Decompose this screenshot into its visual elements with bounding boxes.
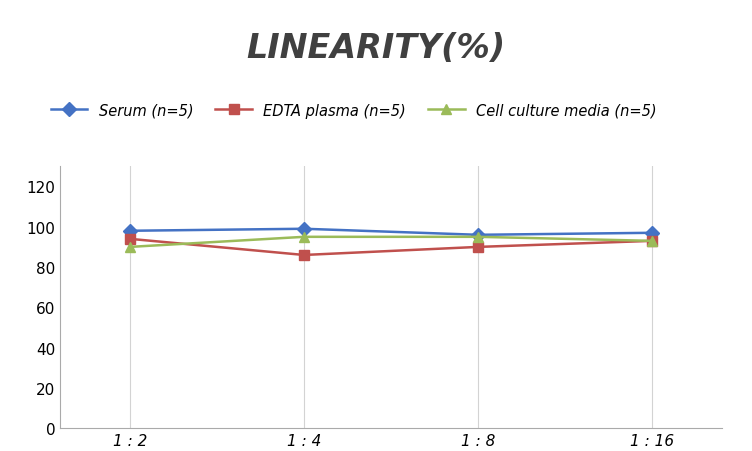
Line: Cell culture media (n=5): Cell culture media (n=5) — [125, 232, 657, 252]
Serum (n=5) — [299, 226, 308, 232]
Legend: Serum (n=5), EDTA plasma (n=5), Cell culture media (n=5): Serum (n=5), EDTA plasma (n=5), Cell cul… — [45, 97, 663, 124]
Cell culture media (n=5) — [647, 239, 656, 244]
Cell culture media (n=5) — [299, 235, 308, 240]
EDTA plasma (n=5) — [647, 239, 656, 244]
Cell culture media (n=5) — [126, 244, 135, 250]
Serum (n=5) — [126, 229, 135, 234]
EDTA plasma (n=5) — [474, 244, 483, 250]
Serum (n=5) — [647, 230, 656, 236]
Serum (n=5) — [474, 233, 483, 238]
Text: LINEARITY(%): LINEARITY(%) — [247, 32, 505, 64]
Line: EDTA plasma (n=5): EDTA plasma (n=5) — [125, 235, 657, 260]
Cell culture media (n=5) — [474, 235, 483, 240]
EDTA plasma (n=5) — [299, 253, 308, 258]
Line: Serum (n=5): Serum (n=5) — [125, 225, 657, 240]
EDTA plasma (n=5) — [126, 237, 135, 242]
